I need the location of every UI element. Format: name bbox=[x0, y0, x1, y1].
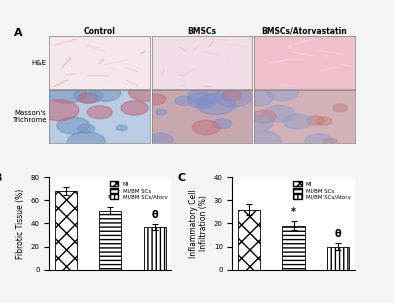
Y-axis label: H&E: H&E bbox=[32, 60, 46, 66]
Text: C: C bbox=[177, 173, 186, 183]
Circle shape bbox=[244, 115, 273, 130]
Circle shape bbox=[305, 134, 333, 148]
Circle shape bbox=[39, 100, 79, 121]
Bar bbox=[327, 247, 349, 270]
Circle shape bbox=[196, 98, 212, 106]
Bar bbox=[282, 226, 305, 270]
Circle shape bbox=[67, 132, 106, 152]
Circle shape bbox=[307, 116, 324, 125]
Circle shape bbox=[187, 93, 217, 108]
Circle shape bbox=[243, 131, 282, 152]
Title: BMSCs/Atorvastatin: BMSCs/Atorvastatin bbox=[262, 27, 347, 35]
Circle shape bbox=[117, 125, 127, 131]
Circle shape bbox=[252, 110, 276, 123]
Circle shape bbox=[192, 120, 220, 135]
Circle shape bbox=[78, 124, 95, 133]
Circle shape bbox=[221, 91, 242, 101]
Legend: MI, MI/BM SCs, MI/BM SCs/Atorv: MI, MI/BM SCs, MI/BM SCs/Atorv bbox=[292, 180, 352, 201]
Title: BMSCs: BMSCs bbox=[188, 27, 216, 35]
Bar bbox=[238, 210, 260, 270]
Circle shape bbox=[316, 117, 332, 125]
Text: θ: θ bbox=[151, 210, 158, 220]
Circle shape bbox=[57, 117, 89, 134]
Circle shape bbox=[128, 82, 164, 101]
Circle shape bbox=[333, 104, 348, 112]
Circle shape bbox=[214, 87, 252, 107]
Circle shape bbox=[175, 96, 193, 105]
Circle shape bbox=[243, 89, 274, 106]
Circle shape bbox=[196, 94, 236, 115]
Title: Control: Control bbox=[84, 27, 115, 35]
Circle shape bbox=[266, 84, 298, 101]
Y-axis label: Masson's
Trichrome: Masson's Trichrome bbox=[12, 110, 46, 123]
Text: *: * bbox=[291, 207, 296, 217]
Circle shape bbox=[147, 133, 173, 147]
Circle shape bbox=[264, 105, 295, 122]
Text: A: A bbox=[14, 28, 23, 38]
Circle shape bbox=[283, 114, 312, 129]
Circle shape bbox=[87, 106, 112, 119]
Legend: MI, MI/BM SCs, MI/BM SCs/Atorv: MI, MI/BM SCs, MI/BM SCs/Atorv bbox=[109, 180, 169, 201]
Bar bbox=[99, 211, 121, 270]
Circle shape bbox=[74, 88, 103, 103]
Circle shape bbox=[48, 83, 86, 103]
Circle shape bbox=[145, 94, 166, 105]
Circle shape bbox=[90, 85, 121, 102]
Circle shape bbox=[188, 88, 220, 105]
Text: *: * bbox=[108, 194, 113, 204]
Circle shape bbox=[213, 119, 232, 128]
Y-axis label: Fibrotic Tissue (%): Fibrotic Tissue (%) bbox=[16, 188, 25, 259]
Bar bbox=[144, 227, 166, 270]
Circle shape bbox=[78, 93, 98, 103]
Circle shape bbox=[156, 109, 167, 115]
Text: B: B bbox=[0, 173, 3, 183]
Y-axis label: Inflammatory Cell
Infiltration (%): Inflammatory Cell Infiltration (%) bbox=[189, 189, 208, 258]
Bar bbox=[55, 191, 77, 270]
Circle shape bbox=[323, 138, 337, 145]
Text: θ: θ bbox=[335, 228, 341, 238]
Circle shape bbox=[121, 101, 148, 115]
